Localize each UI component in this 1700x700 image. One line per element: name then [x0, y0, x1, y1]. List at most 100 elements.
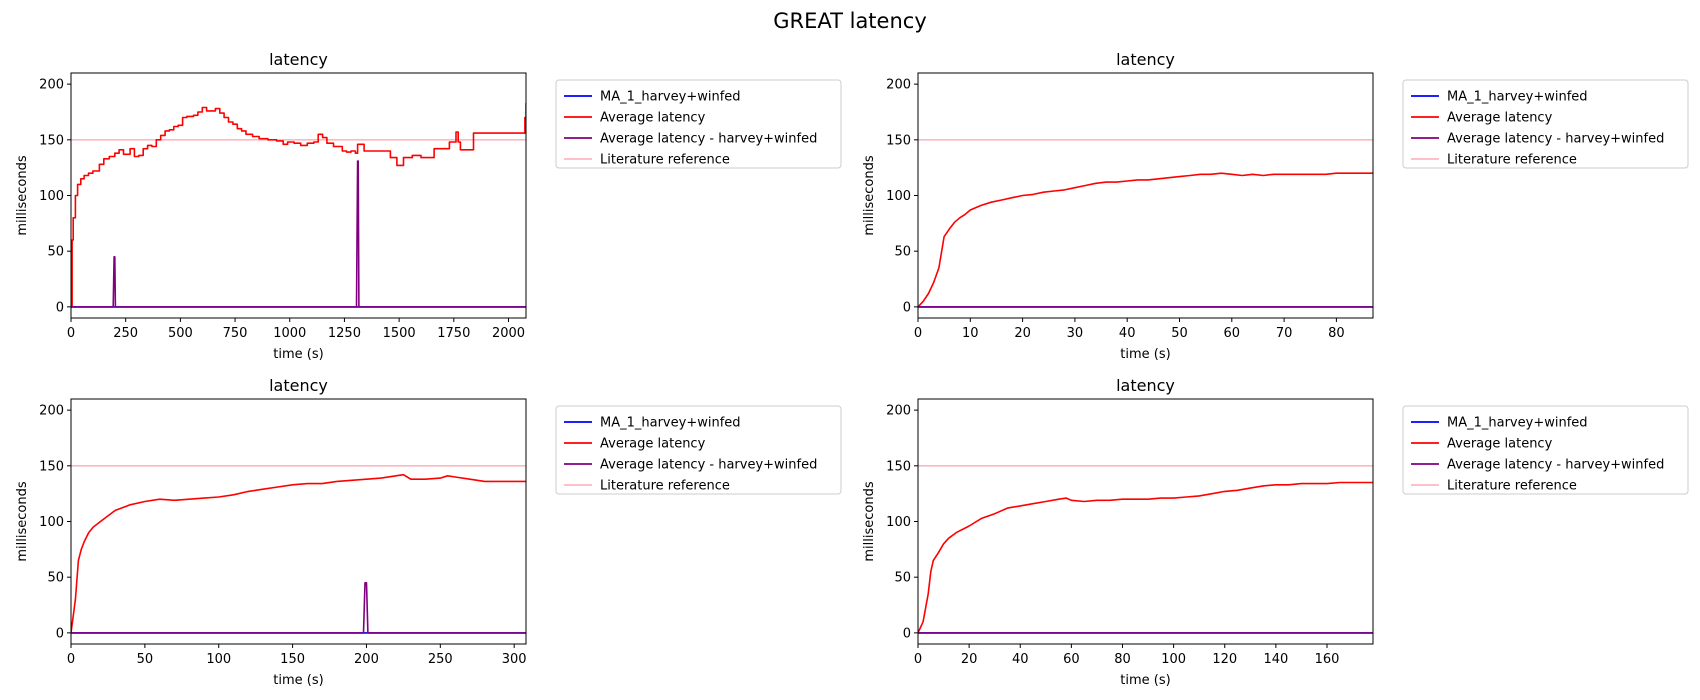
- y-tick-label: 200: [886, 78, 911, 93]
- y-tick-label: 150: [886, 133, 911, 148]
- subplot-title: latency: [1116, 50, 1175, 69]
- subplot-2: 0 10 20 30 40 50 60 70 80 0 50 100 150 200 latency time…: [862, 50, 1689, 362]
- x-tick-label: 100: [1161, 652, 1186, 667]
- y-tick-label: 200: [886, 404, 911, 419]
- y-tick-label: 0: [903, 300, 911, 315]
- subplot-title: latency: [1116, 376, 1175, 395]
- legend-label: MA_1_harvey+winfed: [1447, 90, 1588, 105]
- x-tick-label: 1000: [273, 326, 306, 341]
- y-axis-label: milliseconds: [862, 155, 877, 235]
- axes-frame: [70, 398, 527, 645]
- legend-label: Average latency - harvey+winfed: [1447, 132, 1664, 147]
- legend-label: Average latency: [1447, 111, 1553, 126]
- x-tick-label: 0: [67, 326, 75, 341]
- y-tick-label: 150: [39, 133, 64, 148]
- legend-label: Literature reference: [600, 479, 730, 494]
- x-tick-label: 300: [502, 652, 527, 667]
- x-tick-label: 100: [206, 652, 231, 667]
- axes-frame: [917, 72, 1374, 319]
- x-tick-label: 50: [137, 652, 154, 667]
- y-tick-label: 150: [39, 459, 64, 474]
- average-latency-harvey-winfed-line: [71, 160, 526, 308]
- legend-label: MA_1_harvey+winfed: [1447, 416, 1588, 431]
- y-tick-label: 0: [903, 626, 911, 641]
- x-axis-label: time (s): [273, 347, 323, 362]
- x-tick-label: 60: [1063, 652, 1080, 667]
- y-tick-label: 100: [886, 515, 911, 530]
- x-axis-label: time (s): [1120, 347, 1170, 362]
- axes-frame: [917, 398, 1374, 645]
- legend: MA_1_harvey+winfed Average latency Average…: [555, 79, 842, 169]
- x-tick-label: 0: [914, 652, 922, 667]
- x-tick-label: 0: [67, 652, 75, 667]
- x-tick-label: 30: [1067, 326, 1084, 341]
- y-tick-label: 0: [56, 626, 64, 641]
- legend: MA_1_harvey+winfed Average latency Average…: [1402, 79, 1689, 169]
- x-tick-label: 250: [428, 652, 453, 667]
- legend-box: [1402, 405, 1689, 495]
- x-tick-label: 60: [1224, 326, 1241, 341]
- x-tick-label: 2000: [492, 326, 525, 341]
- legend-label: Literature reference: [1447, 479, 1577, 494]
- x-tick-label: 250: [113, 326, 138, 341]
- x-tick-label: 40: [1119, 326, 1136, 341]
- y-axis-label: milliseconds: [15, 155, 30, 235]
- x-tick-label: 70: [1276, 326, 1293, 341]
- x-tick-label: 140: [1263, 652, 1288, 667]
- figure-title: GREAT latency: [773, 9, 927, 33]
- series-group: [918, 139, 1373, 308]
- legend-label: Average latency - harvey+winfed: [600, 458, 817, 473]
- y-tick-label: 200: [39, 404, 64, 419]
- series-group: [71, 464, 526, 634]
- x-tick-label: 1500: [383, 326, 416, 341]
- y-tick-label: 50: [47, 571, 64, 586]
- axes-frame: [70, 72, 527, 319]
- legend-label: Average latency: [600, 111, 706, 126]
- legend: MA_1_harvey+winfed Average latency Average…: [555, 405, 842, 495]
- x-tick-label: 200: [354, 652, 379, 667]
- x-tick-label: 1250: [328, 326, 361, 341]
- series-group: [71, 103, 526, 308]
- legend-box: [1402, 79, 1689, 169]
- x-tick-label: 500: [168, 326, 193, 341]
- x-tick-label: 20: [1014, 326, 1031, 341]
- y-tick-label: 150: [886, 459, 911, 474]
- x-tick-label: 120: [1212, 652, 1237, 667]
- y-tick-label: 50: [47, 245, 64, 260]
- subplot-1: 0 250 500 750 1000 1250 1500 1750 2000 0 50 100 150 2…: [15, 50, 842, 362]
- y-tick-label: 50: [894, 245, 911, 260]
- legend-label: Literature reference: [1447, 153, 1577, 168]
- x-tick-label: 10: [962, 326, 979, 341]
- y-tick-label: 50: [894, 571, 911, 586]
- x-tick-label: 750: [223, 326, 248, 341]
- legend-box: [555, 405, 842, 495]
- legend: MA_1_harvey+winfed Average latency Average…: [1402, 405, 1689, 495]
- x-tick-label: 80: [1328, 326, 1345, 341]
- series-group: [918, 464, 1373, 634]
- average-latency-line: [71, 473, 526, 634]
- x-tick-label: 80: [1114, 652, 1131, 667]
- y-tick-label: 0: [56, 300, 64, 315]
- x-tick-label: 160: [1315, 652, 1340, 667]
- legend-label: Average latency: [600, 437, 706, 452]
- subplot-title: latency: [269, 376, 328, 395]
- y-axis-label: milliseconds: [862, 481, 877, 561]
- y-tick-label: 200: [39, 78, 64, 93]
- legend-label: MA_1_harvey+winfed: [600, 416, 741, 431]
- subplot-title: latency: [269, 50, 328, 69]
- average-latency-line: [918, 481, 1373, 634]
- legend-label: Average latency: [1447, 437, 1553, 452]
- x-tick-label: 50: [1171, 326, 1188, 341]
- y-axis-label: milliseconds: [15, 481, 30, 561]
- x-axis-label: time (s): [1120, 673, 1170, 688]
- y-tick-label: 100: [886, 189, 911, 204]
- average-latency-line: [71, 103, 526, 308]
- x-axis-label: time (s): [273, 673, 323, 688]
- average-latency-line: [918, 172, 1373, 308]
- x-tick-label: 20: [961, 652, 978, 667]
- x-tick-label: 1750: [437, 326, 470, 341]
- x-tick-label: 0: [914, 326, 922, 341]
- y-tick-label: 100: [39, 189, 64, 204]
- x-tick-label: 150: [280, 652, 305, 667]
